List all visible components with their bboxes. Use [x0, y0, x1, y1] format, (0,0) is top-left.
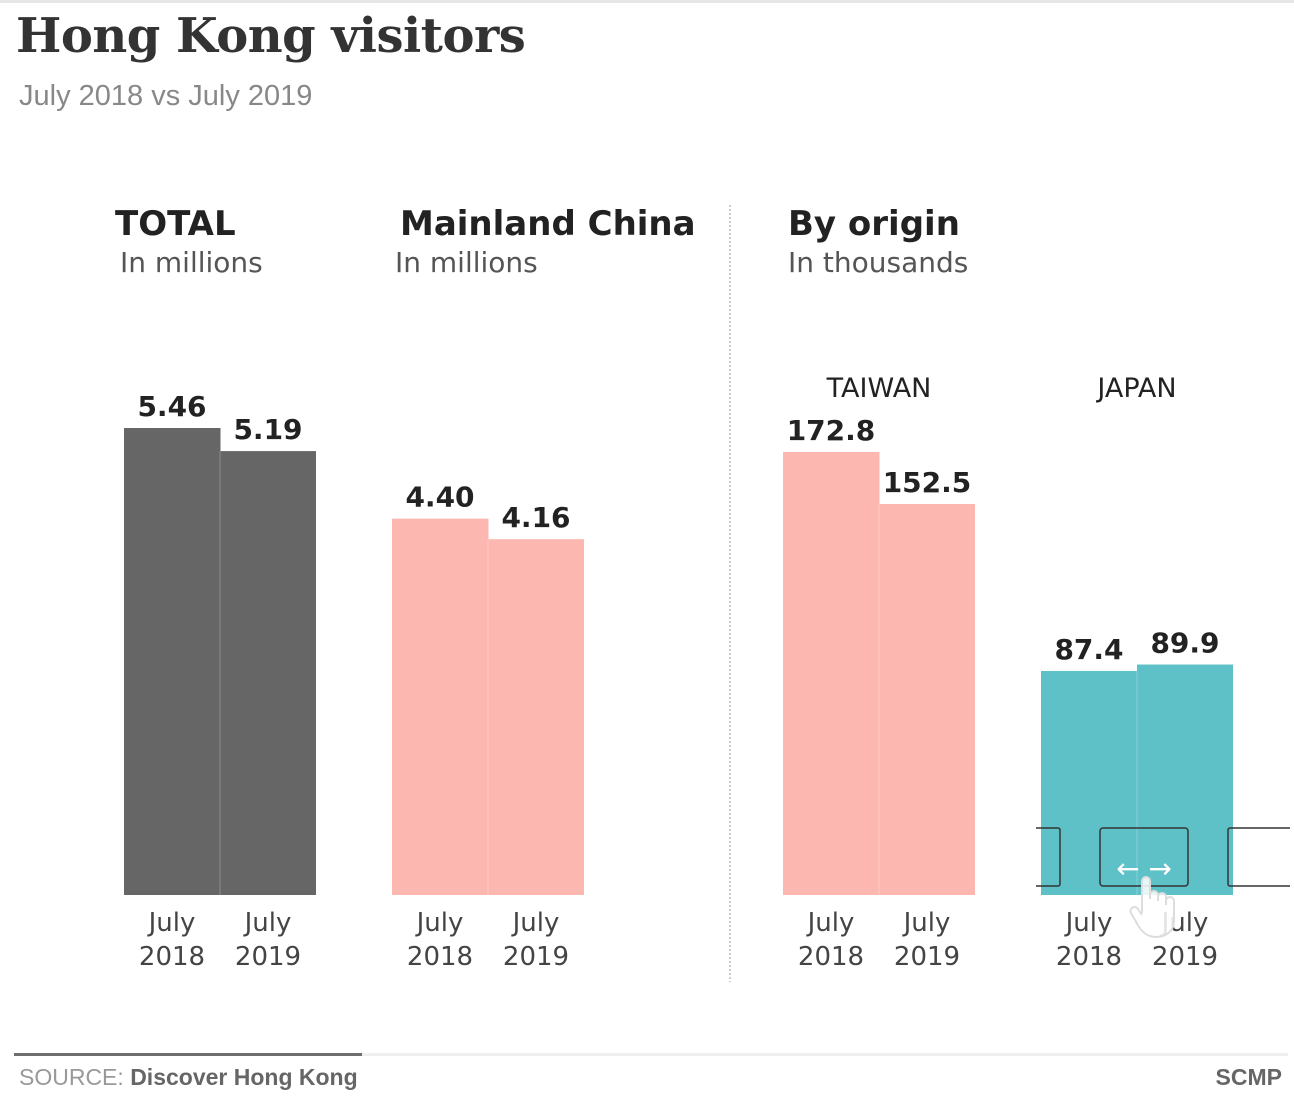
taiwan-bar-1 — [879, 504, 975, 895]
chart-subtitle: July 2018 vs July 2019 — [19, 80, 313, 112]
japan-tick-year-0: 2018 — [1056, 942, 1122, 972]
japan-panel-label: JAPAN — [1095, 373, 1176, 404]
total-bar-1 — [220, 451, 316, 895]
total-tick-year-0: 2018 — [139, 942, 205, 972]
japan-value-label-0: 87.4 — [1054, 633, 1123, 666]
japan-tick-year-1: 2019 — [1152, 942, 1218, 972]
scroll-left-frame[interactable] — [1036, 827, 1061, 887]
taiwan-tick-year-1: 2019 — [894, 942, 960, 972]
mainland-bar-0 — [392, 518, 489, 895]
total-value-label-0: 5.46 — [137, 390, 206, 423]
mainland-tick-month-1: July — [511, 908, 560, 938]
group-subtitle-2: In thousands — [788, 246, 968, 279]
taiwan-value-label-0: 172.8 — [787, 414, 876, 447]
total-tick-year-1: 2019 — [235, 942, 301, 972]
mainland-tick-year-1: 2019 — [503, 942, 569, 972]
japan-value-label-1: 89.9 — [1150, 627, 1219, 660]
taiwan-tick-year-0: 2018 — [798, 942, 864, 972]
japan-bar-0 — [1041, 670, 1138, 895]
japan-bar-1 — [1137, 664, 1233, 895]
chart-title: Hong Kong visitors — [16, 8, 526, 64]
taiwan-value-label-1: 152.5 — [883, 466, 972, 499]
group-title-2: By origin — [788, 204, 960, 244]
brand-label: SCMP — [1215, 1064, 1282, 1090]
total-bar-0 — [124, 428, 221, 895]
group-title-1: Mainland China — [400, 204, 696, 244]
source-note: SOURCE: Discover Hong Kong — [19, 1064, 358, 1091]
footer-rule-accent — [14, 1053, 362, 1056]
group-title-0: TOTAL — [115, 204, 236, 244]
mainland-tick-month-0: July — [415, 908, 464, 938]
total-tick-month-1: July — [243, 908, 292, 938]
scroll-hint[interactable]: ← → — [1036, 827, 1290, 938]
mainland-value-label-0: 4.40 — [405, 481, 474, 514]
group-subtitle-0: In millions — [120, 246, 263, 279]
group-subtitle-1: In millions — [395, 246, 538, 279]
total-tick-month-0: July — [147, 908, 196, 938]
footer-rule — [14, 1053, 1288, 1056]
total-value-label-1: 5.19 — [233, 413, 302, 446]
japan-tick-month-0: July — [1064, 908, 1113, 938]
source-name: Discover Hong Kong — [130, 1064, 358, 1090]
source-prefix: SOURCE: — [19, 1064, 131, 1090]
mainland-tick-year-0: 2018 — [407, 942, 473, 972]
taiwan-tick-month-0: July — [806, 908, 855, 938]
mainland-value-label-1: 4.16 — [501, 501, 570, 534]
taiwan-tick-month-1: July — [902, 908, 951, 938]
hand-pointer-icon — [1129, 876, 1175, 938]
scroll-right-frame[interactable] — [1227, 827, 1290, 887]
taiwan-panel-label: TAIWAN — [826, 373, 932, 404]
top-rule — [0, 0, 1294, 3]
taiwan-bar-0 — [783, 452, 880, 895]
mainland-bar-1 — [488, 539, 584, 895]
